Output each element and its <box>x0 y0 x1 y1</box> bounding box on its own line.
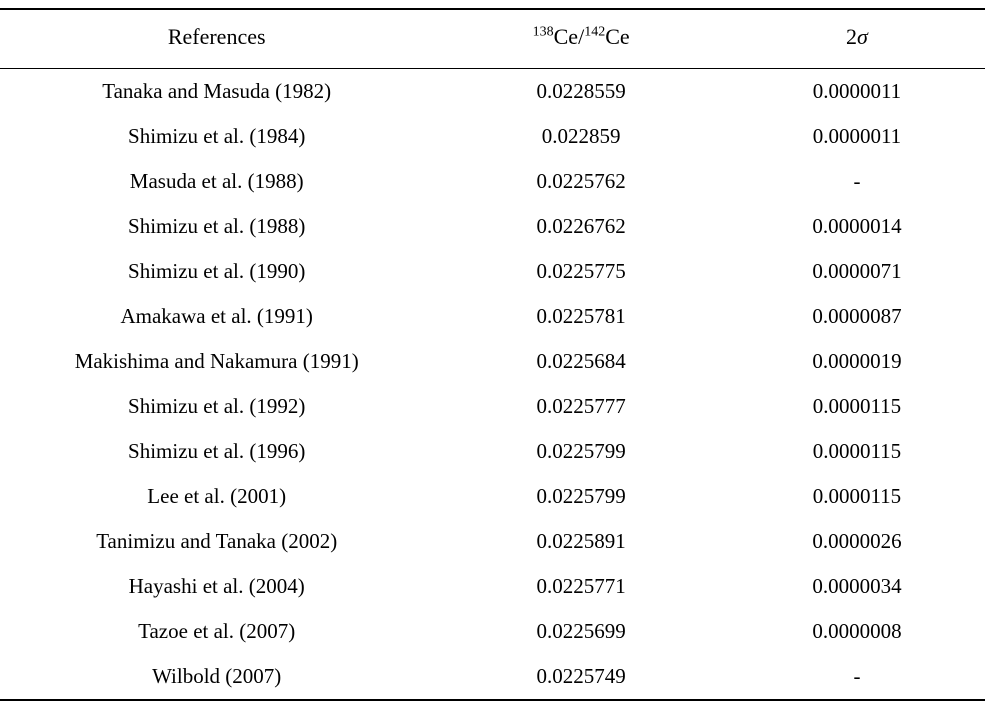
header-ratio-sup2: 142 <box>584 25 605 40</box>
cell-ratio: 0.0225799 <box>433 429 729 474</box>
cell-ratio: 0.0225771 <box>433 564 729 609</box>
cell-reference: Hayashi et al. (2004) <box>0 564 433 609</box>
cell-ratio: 0.0225891 <box>433 519 729 564</box>
cell-ratio: 0.0225777 <box>433 384 729 429</box>
cell-sigma: 0.0000071 <box>729 249 985 294</box>
table-row: Amakawa et al. (1991) 0.0225781 0.000008… <box>0 294 985 339</box>
table-row: Shimizu et al. (1992) 0.0225777 0.000011… <box>0 384 985 429</box>
header-sigma: 2σ <box>729 9 985 69</box>
cell-reference: Shimizu et al. (1990) <box>0 249 433 294</box>
table-row: Tazoe et al. (2007) 0.0225699 0.0000008 <box>0 609 985 654</box>
header-row: References 138Ce/142Ce 2σ <box>0 9 985 69</box>
table-body: Tanaka and Masuda (1982) 0.0228559 0.000… <box>0 69 985 701</box>
cell-sigma: 0.0000011 <box>729 114 985 159</box>
cell-reference: Tanaka and Masuda (1982) <box>0 69 433 115</box>
cell-reference: Shimizu et al. (1996) <box>0 429 433 474</box>
cell-reference: Masuda et al. (1988) <box>0 159 433 204</box>
isotope-data-table: References 138Ce/142Ce 2σ Tanaka and Mas… <box>0 8 985 701</box>
cell-reference: Shimizu et al. (1992) <box>0 384 433 429</box>
header-sigma-prefix: 2 <box>846 24 857 49</box>
table-row: Shimizu et al. (1990) 0.0225775 0.000007… <box>0 249 985 294</box>
table-row: Makishima and Nakamura (1991) 0.0225684 … <box>0 339 985 384</box>
cell-reference: Wilbold (2007) <box>0 654 433 700</box>
header-references-label: References <box>168 24 266 49</box>
table-row: Hayashi et al. (2004) 0.0225771 0.000003… <box>0 564 985 609</box>
cell-sigma: 0.0000115 <box>729 429 985 474</box>
cell-sigma: 0.0000011 <box>729 69 985 115</box>
table-row: Tanimizu and Tanaka (2002) 0.0225891 0.0… <box>0 519 985 564</box>
table-row: Masuda et al. (1988) 0.0225762 - <box>0 159 985 204</box>
cell-sigma: - <box>729 654 985 700</box>
cell-reference: Shimizu et al. (1984) <box>0 114 433 159</box>
cell-sigma: - <box>729 159 985 204</box>
header-ratio-text1: Ce/ <box>554 24 585 49</box>
cell-ratio: 0.0226762 <box>433 204 729 249</box>
cell-ratio: 0.0225781 <box>433 294 729 339</box>
cell-ratio: 0.0228559 <box>433 69 729 115</box>
cell-sigma: 0.0000026 <box>729 519 985 564</box>
cell-reference: Lee et al. (2001) <box>0 474 433 519</box>
cell-ratio: 0.0225775 <box>433 249 729 294</box>
header-references: References <box>0 9 433 69</box>
isotope-table-container: References 138Ce/142Ce 2σ Tanaka and Mas… <box>0 0 985 709</box>
cell-reference: Tazoe et al. (2007) <box>0 609 433 654</box>
cell-reference: Shimizu et al. (1988) <box>0 204 433 249</box>
table-row: Shimizu et al. (1996) 0.0225799 0.000011… <box>0 429 985 474</box>
cell-sigma: 0.0000115 <box>729 474 985 519</box>
header-ratio-sup1: 138 <box>533 25 554 40</box>
cell-ratio: 0.022859 <box>433 114 729 159</box>
cell-reference: Makishima and Nakamura (1991) <box>0 339 433 384</box>
cell-ratio: 0.0225799 <box>433 474 729 519</box>
table-header: References 138Ce/142Ce 2σ <box>0 9 985 69</box>
cell-ratio: 0.0225684 <box>433 339 729 384</box>
cell-ratio: 0.0225699 <box>433 609 729 654</box>
header-ratio: 138Ce/142Ce <box>433 9 729 69</box>
cell-sigma: 0.0000034 <box>729 564 985 609</box>
header-ratio-text2: Ce <box>605 24 629 49</box>
cell-sigma: 0.0000019 <box>729 339 985 384</box>
cell-ratio: 0.0225749 <box>433 654 729 700</box>
cell-sigma: 0.0000087 <box>729 294 985 339</box>
cell-ratio: 0.0225762 <box>433 159 729 204</box>
table-row: Tanaka and Masuda (1982) 0.0228559 0.000… <box>0 69 985 115</box>
table-row: Shimizu et al. (1988) 0.0226762 0.000001… <box>0 204 985 249</box>
header-sigma-symbol: σ <box>857 24 868 49</box>
cell-sigma: 0.0000008 <box>729 609 985 654</box>
table-row: Shimizu et al. (1984) 0.022859 0.0000011 <box>0 114 985 159</box>
cell-sigma: 0.0000014 <box>729 204 985 249</box>
table-row: Lee et al. (2001) 0.0225799 0.0000115 <box>0 474 985 519</box>
table-row: Wilbold (2007) 0.0225749 - <box>0 654 985 700</box>
cell-reference: Amakawa et al. (1991) <box>0 294 433 339</box>
cell-reference: Tanimizu and Tanaka (2002) <box>0 519 433 564</box>
cell-sigma: 0.0000115 <box>729 384 985 429</box>
